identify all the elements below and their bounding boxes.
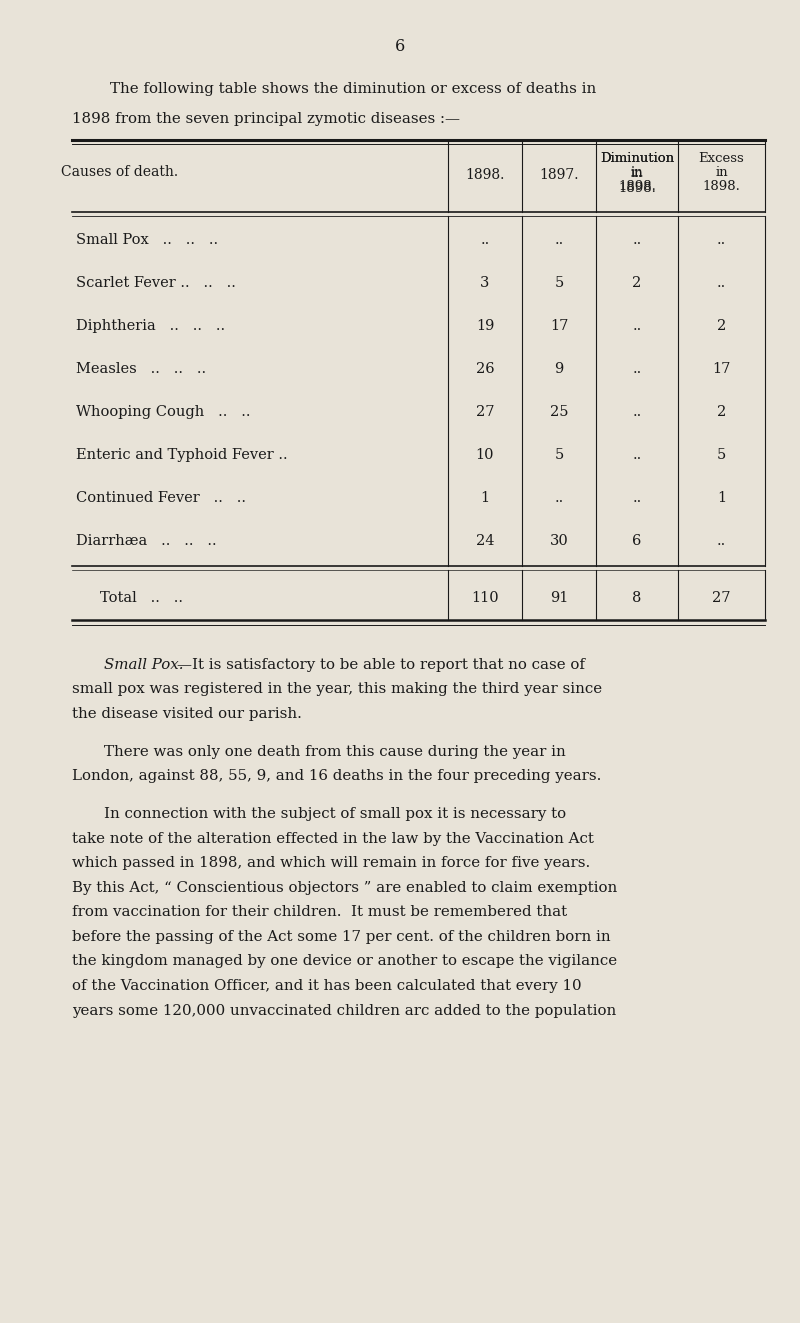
Text: 2: 2 (717, 405, 726, 418)
Text: ..: .. (717, 533, 726, 548)
Text: ..: .. (632, 361, 642, 376)
Text: In connection with the subject of small pox it is necessary to: In connection with the subject of small … (104, 807, 566, 822)
Text: 5: 5 (554, 275, 564, 290)
Text: the disease visited our parish.: the disease visited our parish. (72, 706, 302, 721)
Text: Diarrhæa   ..   ..   ..: Diarrhæa .. .. .. (76, 533, 217, 548)
Text: Diminution: Diminution (600, 152, 674, 165)
Text: ..: .. (480, 233, 490, 246)
Text: 1898.: 1898. (618, 180, 656, 193)
Text: years some 120,000 unvaccinated children arc added to the population: years some 120,000 unvaccinated children… (72, 1004, 616, 1017)
Text: 2: 2 (632, 275, 642, 290)
Text: 24: 24 (476, 533, 494, 548)
Text: By this Act, “ Conscientious objectors ” are enabled to claim exemption: By this Act, “ Conscientious objectors ”… (72, 881, 618, 894)
Text: ..: .. (717, 275, 726, 290)
Text: ..: .. (632, 447, 642, 462)
Text: 1: 1 (481, 491, 490, 504)
Text: 5: 5 (554, 447, 564, 462)
Text: Diminution
in
1898.: Diminution in 1898. (600, 152, 674, 194)
Text: Continued Fever   ..   ..: Continued Fever .. .. (76, 491, 246, 504)
Text: Scarlet Fever ..   ..   ..: Scarlet Fever .. .. .. (76, 275, 236, 290)
Text: ..: .. (554, 491, 564, 504)
Text: 9: 9 (554, 361, 564, 376)
Text: 6: 6 (632, 533, 642, 548)
Text: of the Vaccination Officer, and it has been calculated that every 10: of the Vaccination Officer, and it has b… (72, 979, 582, 994)
Text: 1898.: 1898. (702, 180, 741, 193)
Text: ..: .. (717, 233, 726, 246)
Text: 1898 from the seven principal zymotic diseases :—: 1898 from the seven principal zymotic di… (72, 112, 460, 126)
Text: 91: 91 (550, 590, 568, 605)
Text: in: in (715, 165, 728, 179)
Text: Excess: Excess (698, 152, 744, 165)
Text: take note of the alteration effected in the law by the Vaccination Act: take note of the alteration effected in … (72, 832, 594, 845)
Text: from vaccination for their children.  It must be remembered that: from vaccination for their children. It … (72, 905, 567, 919)
Text: 110: 110 (471, 590, 499, 605)
Text: Causes of death.: Causes of death. (62, 165, 178, 179)
Text: before the passing of the Act some 17 per cent. of the children born in: before the passing of the Act some 17 pe… (72, 930, 610, 945)
Text: ..: .. (632, 405, 642, 418)
Text: 2: 2 (717, 319, 726, 332)
Text: ..: .. (632, 491, 642, 504)
Text: 30: 30 (550, 533, 568, 548)
Text: 25: 25 (550, 405, 568, 418)
Text: 19: 19 (476, 319, 494, 332)
Text: 26: 26 (476, 361, 494, 376)
Text: ..: .. (632, 233, 642, 246)
Text: Small Pox   ..   ..   ..: Small Pox .. .. .. (76, 233, 218, 246)
Text: which passed in 1898, and which will remain in force for five years.: which passed in 1898, and which will rem… (72, 856, 590, 871)
Text: Total   ..   ..: Total .. .. (101, 590, 183, 605)
Text: 27: 27 (712, 590, 730, 605)
Text: 1: 1 (717, 491, 726, 504)
Text: 17: 17 (712, 361, 730, 376)
Text: The following table shows the diminution or excess of deaths in: The following table shows the diminution… (110, 82, 596, 97)
Text: 10: 10 (476, 447, 494, 462)
Text: ..: .. (554, 233, 564, 246)
Text: ..: .. (632, 319, 642, 332)
Text: 6: 6 (395, 38, 405, 56)
Text: Diphtheria   ..   ..   ..: Diphtheria .. .. .. (76, 319, 225, 332)
Text: 1897.: 1897. (539, 168, 578, 183)
Text: 1898.: 1898. (466, 168, 505, 183)
Text: in: in (630, 165, 643, 179)
Text: 3: 3 (480, 275, 490, 290)
Text: 5: 5 (717, 447, 726, 462)
Text: small pox was registered in the year, this making the third year since: small pox was registered in the year, th… (72, 683, 602, 696)
Text: 27: 27 (476, 405, 494, 418)
Text: There was only one death from this cause during the year in: There was only one death from this cause… (104, 745, 566, 759)
Text: —It is satisfactory to be able to report that no case of: —It is satisfactory to be able to report… (177, 658, 585, 672)
Text: Measles   ..   ..   ..: Measles .. .. .. (76, 361, 206, 376)
Text: the kingdom managed by one device or another to escape the vigilance: the kingdom managed by one device or ano… (72, 954, 617, 968)
Text: 8: 8 (632, 590, 642, 605)
Text: 17: 17 (550, 319, 568, 332)
Text: Whooping Cough   ..   ..: Whooping Cough .. .. (76, 405, 250, 418)
Text: Enteric and Typhoid Fever ..: Enteric and Typhoid Fever .. (76, 447, 288, 462)
Text: London, against 88, 55, 9, and 16 deaths in the four preceding years.: London, against 88, 55, 9, and 16 deaths… (72, 770, 602, 783)
Text: Small Pox.: Small Pox. (104, 658, 183, 672)
